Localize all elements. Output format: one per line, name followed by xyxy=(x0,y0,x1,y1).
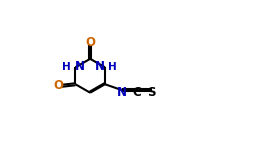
Text: H: H xyxy=(108,62,117,72)
Text: H: H xyxy=(62,62,71,72)
Text: O: O xyxy=(85,36,95,49)
Text: C: C xyxy=(132,86,141,99)
Text: S: S xyxy=(148,86,156,99)
Text: N: N xyxy=(75,60,85,73)
Text: O: O xyxy=(54,79,64,92)
Text: N: N xyxy=(117,86,126,99)
Text: N: N xyxy=(95,60,104,73)
